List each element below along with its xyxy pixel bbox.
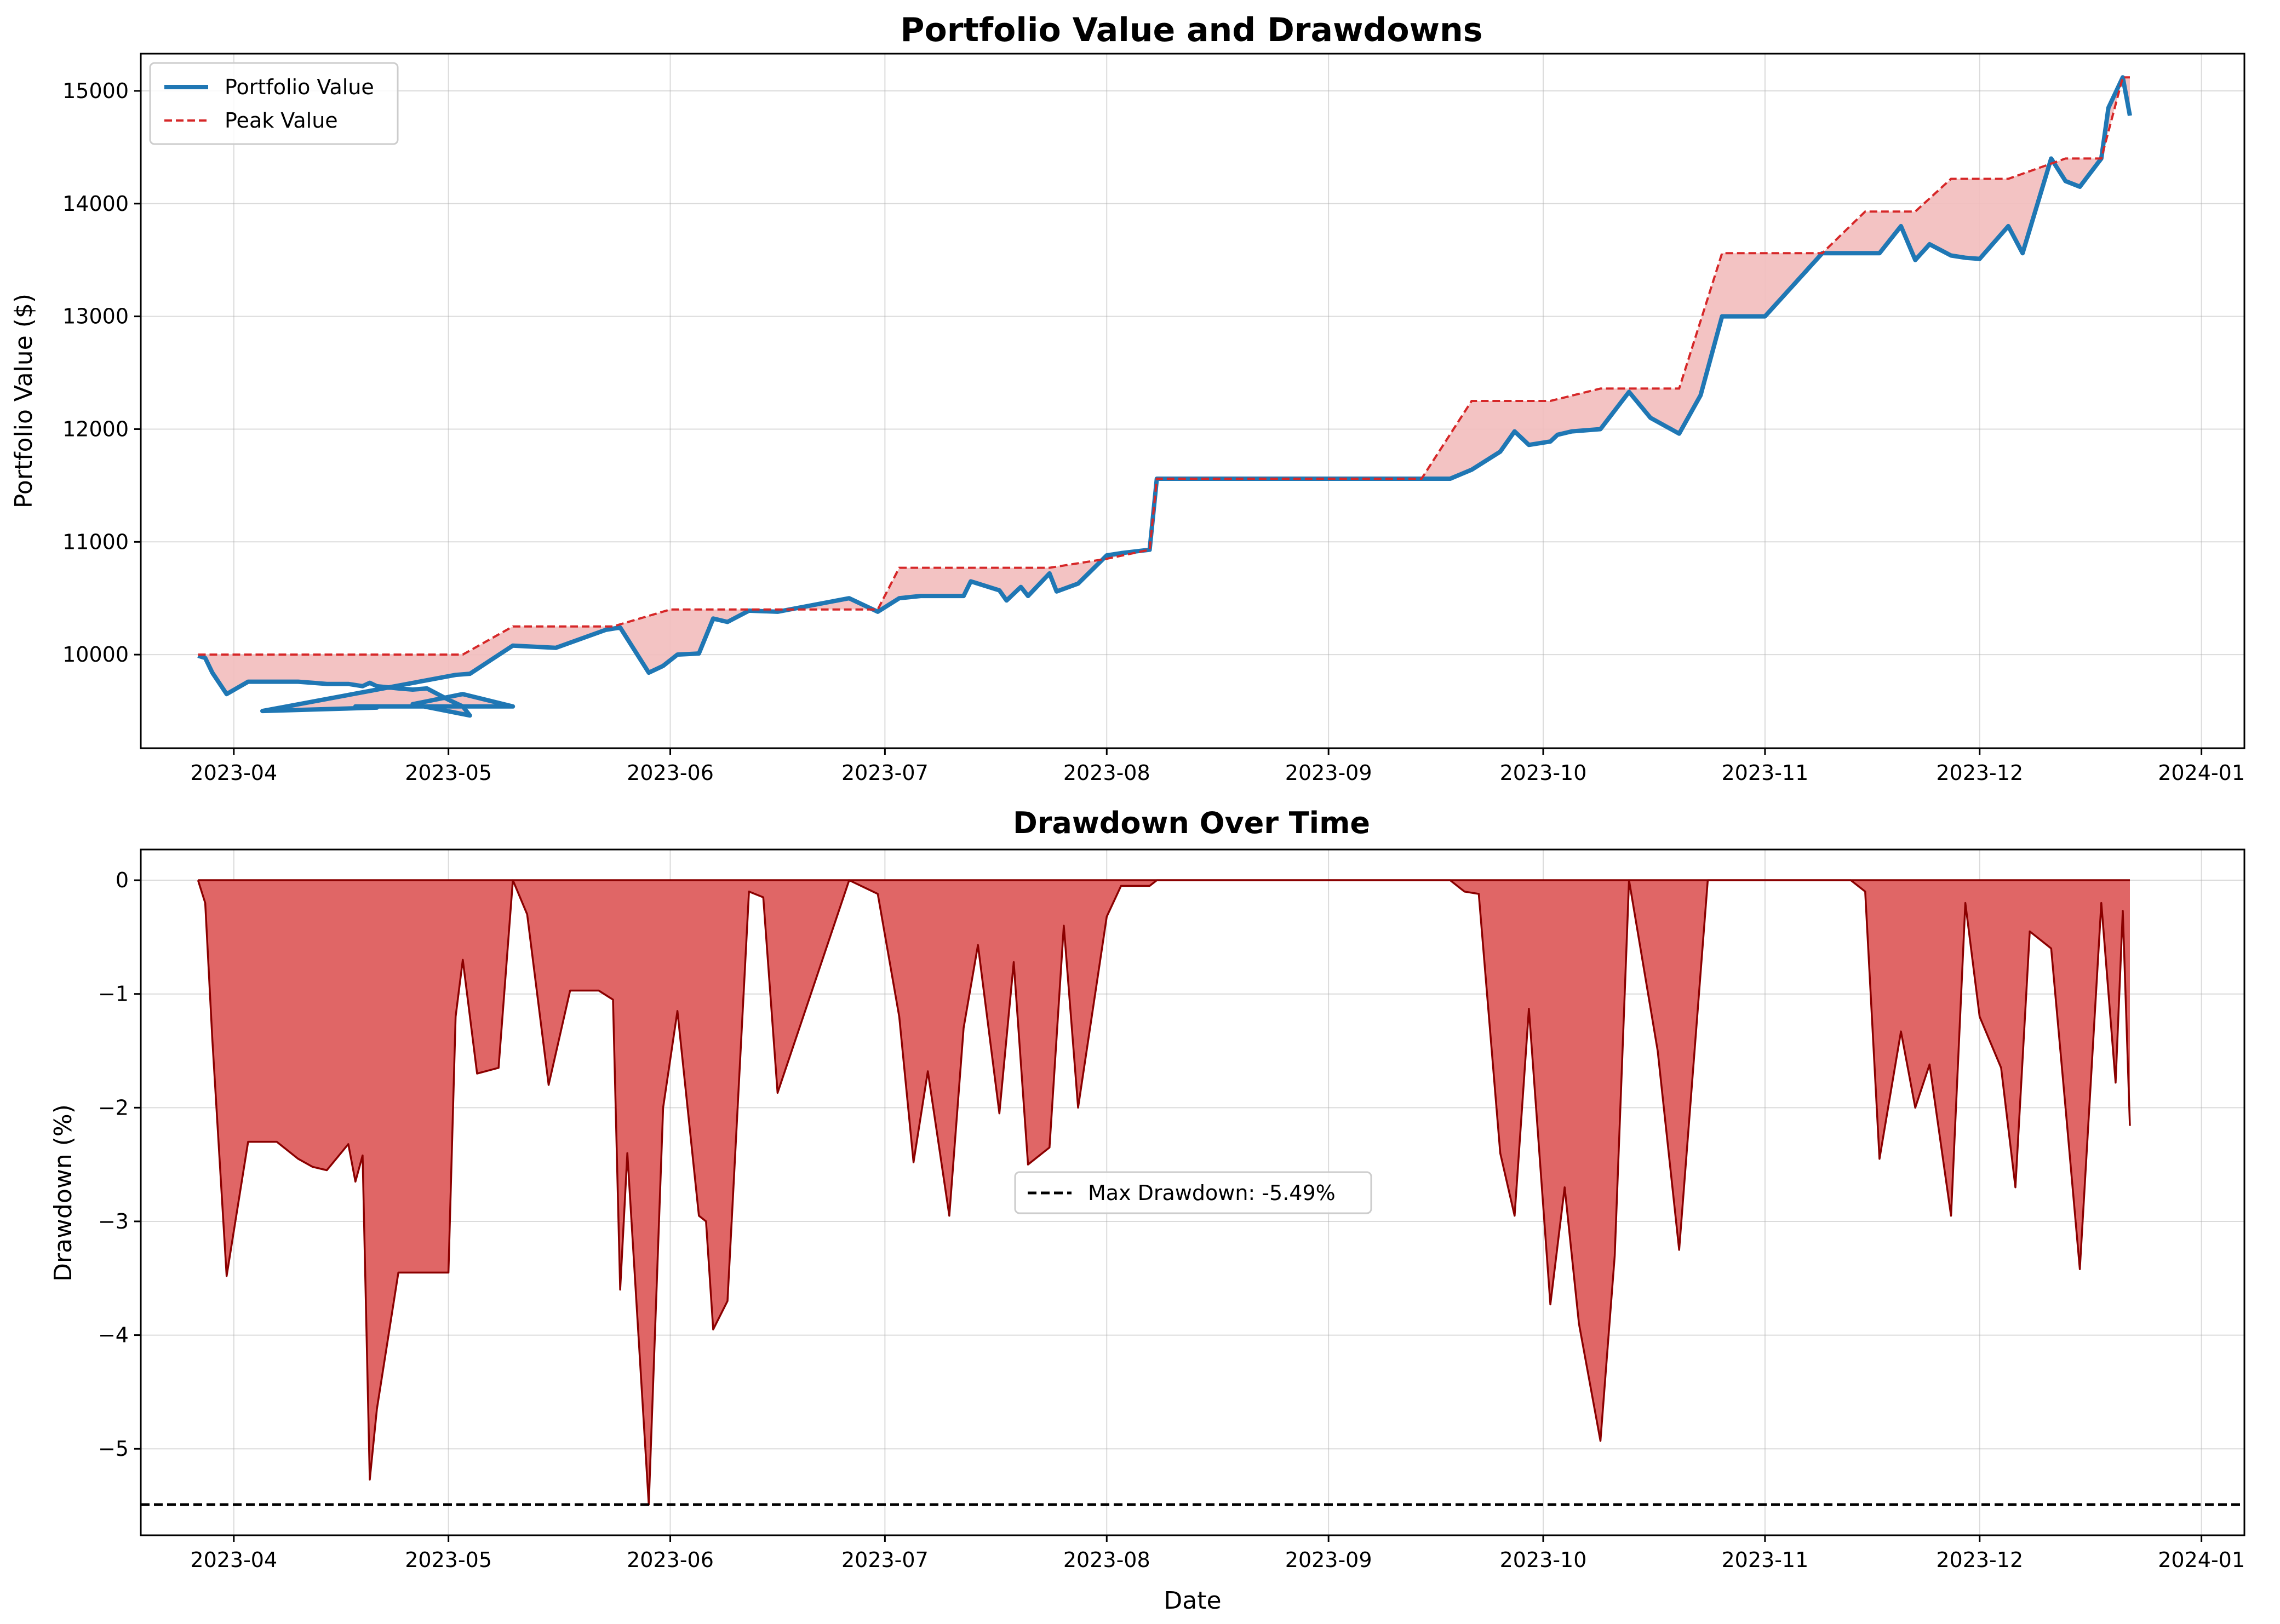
y-tick-label: −4 [98,1323,129,1347]
x-tick-label: 2023-10 [1500,1548,1587,1572]
x-tick-label: 2023-08 [1063,1548,1150,1572]
x-tick-label: 2023-06 [627,1548,714,1572]
x-tick-label: 2023-07 [841,761,929,785]
portfolio-value-chart: Portfolio Value and Drawdowns 2023-04 202… [10,11,2245,785]
y-tick-label: 10000 [62,642,129,667]
y-tick-label: 0 [116,868,129,892]
drawdown-edge-line [197,879,2131,1506]
y-tick-label: −1 [98,982,129,1006]
x-tick-label: 2023-05 [405,761,492,785]
x-tick-label: 2023-04 [190,761,277,785]
x-tick-label: 2023-05 [405,1548,492,1572]
y-axis-label: Portfolio Value ($) [10,294,38,508]
series-line-portfolio-value [197,75,2132,718]
x-tick-label: 2023-04 [190,1548,277,1572]
x-tick-label: 2023-10 [1500,761,1587,785]
y-tick-label: 11000 [62,530,129,554]
x-tick-label: 2023-09 [1285,1548,1372,1572]
plot-frame [140,53,2245,749]
plot-frame [140,848,2245,1536]
legend: Portfolio Value Peak Value [149,62,399,145]
x-axis-ticks: 2023-04 2023-05 2023-06 2023-07 2023-08 2023-… [190,748,2245,785]
chart-title: Portfolio Value and Drawdowns [901,11,1483,49]
x-tick-label: 2023-11 [1722,1548,1809,1572]
x-tick-label: 2024-01 [2158,761,2245,785]
x-tick-label: 2023-06 [627,761,714,785]
y-tick-label: −3 [98,1209,129,1233]
y-tick-label: 14000 [62,192,129,216]
y-tick-label: −2 [98,1095,129,1120]
x-tick-label: 2024-01 [2158,1548,2245,1572]
x-tick-label: 2023-12 [1936,1548,2023,1572]
series-lines [197,75,2132,718]
y-axis-ticks: 0 −1 −2 −3 −4 −5 [98,868,141,1461]
y-tick-label: 12000 [62,417,129,441]
x-tick-label: 2023-12 [1936,761,2023,785]
y-axis-ticks: 10000 11000 12000 13000 14000 15000 [62,79,141,667]
legend-label-portfolio: Portfolio Value [225,75,374,99]
y-tick-label: −5 [98,1437,129,1461]
legend-box [149,62,399,145]
x-tick-label: 2023-11 [1722,761,1809,785]
drawdown-chart: Drawdown Over Time 2023-04 2023-05 2023-06… [49,806,2245,1615]
x-axis-ticks: 2023-04 2023-05 2023-06 2023-07 2023-08 2023-… [190,1535,2245,1572]
y-tick-label: 13000 [62,305,129,329]
x-axis-label: Date [1164,1587,1221,1615]
legend: Max Drawdown: -5.49% [1014,1171,1372,1214]
series-line-peak-value [198,76,2130,656]
chart-title: Drawdown Over Time [1013,806,1370,840]
drawdown-area [197,879,2131,1506]
y-tick-label: 15000 [62,79,129,103]
x-tick-label: 2023-08 [1063,761,1150,785]
legend-label-peak: Peak Value [225,108,338,133]
legend-label-max-drawdown: Max Drawdown: -5.49% [1088,1181,1336,1205]
y-axis-label: Drawdown (%) [49,1104,77,1282]
legend-box [1014,1171,1372,1214]
x-tick-label: 2023-07 [841,1548,929,1572]
x-tick-label: 2023-09 [1285,761,1372,785]
